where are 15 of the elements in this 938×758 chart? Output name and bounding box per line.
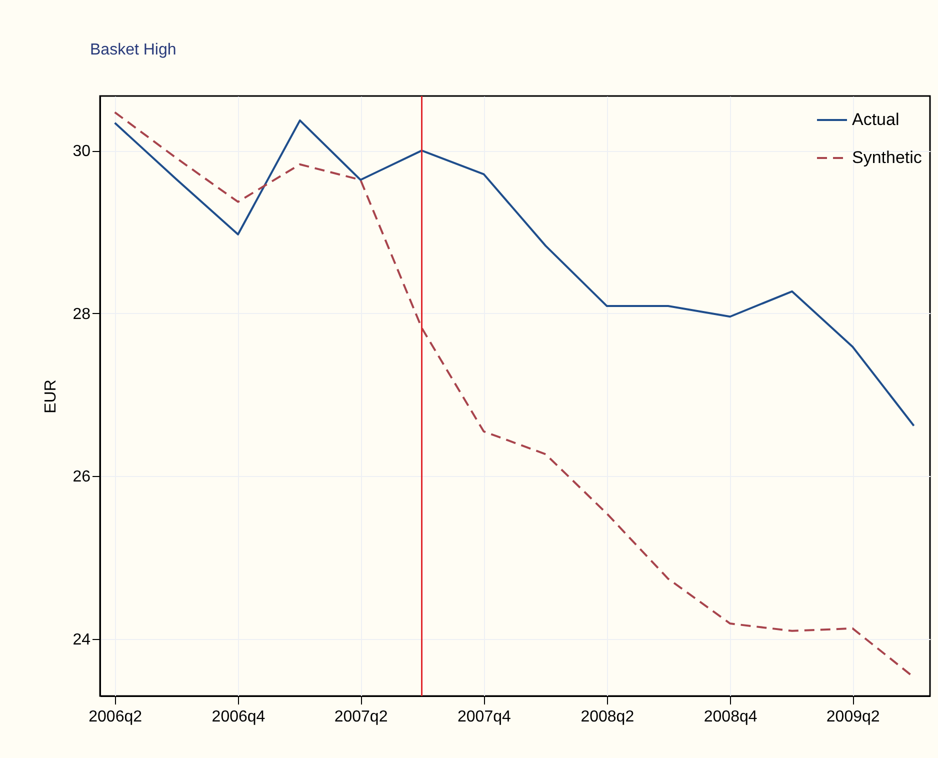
x-tick-label: 2008q2 bbox=[580, 708, 634, 726]
x-tick-label: 2007q4 bbox=[458, 708, 511, 726]
x-tick-label: 2009q2 bbox=[826, 708, 880, 726]
y-tick-label: 24 bbox=[72, 632, 91, 649]
y-axis-title: EUR bbox=[42, 380, 60, 414]
x-tick-label: 2008q4 bbox=[704, 708, 758, 726]
x-tick-label: 2006q4 bbox=[212, 708, 266, 726]
chart-title: Basket High bbox=[90, 41, 176, 58]
x-tick-label: 2006q2 bbox=[88, 708, 142, 726]
legend-label: Synthetic bbox=[852, 148, 922, 167]
y-tick-label: 28 bbox=[72, 306, 91, 323]
legend-label: Actual bbox=[852, 110, 900, 129]
x-tick-label: 2007q2 bbox=[334, 708, 388, 726]
y-tick-label: 26 bbox=[72, 468, 91, 486]
y-tick-label: 30 bbox=[72, 143, 91, 160]
